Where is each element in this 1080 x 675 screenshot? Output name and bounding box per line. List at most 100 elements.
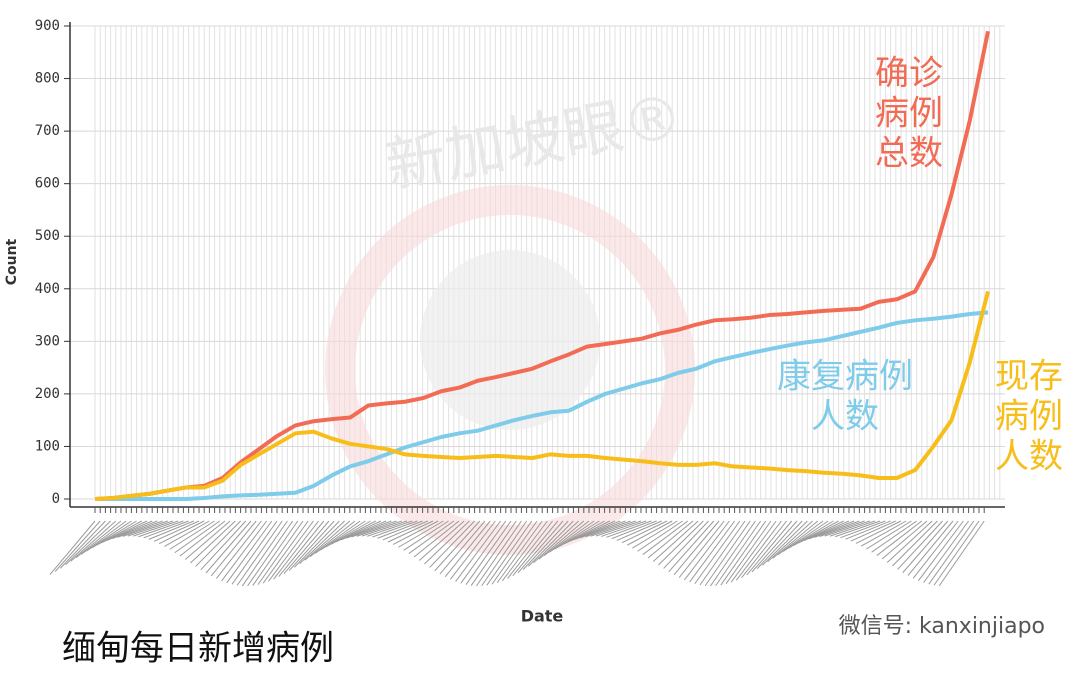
x-tick-scribble xyxy=(517,520,564,574)
x-tick-scribble xyxy=(845,520,891,540)
x-tick-scribble xyxy=(741,520,787,579)
series-line xyxy=(95,310,989,501)
x-tick-scribble xyxy=(611,520,657,540)
x-tick-scribble xyxy=(928,520,975,585)
x-tick-scribble xyxy=(699,520,746,586)
x-tick-scribble xyxy=(855,520,902,544)
x-tick-scribble xyxy=(543,520,590,557)
x-tick-scribble xyxy=(465,520,512,585)
x-tick-scribble xyxy=(528,520,574,567)
x-tick-scribble xyxy=(398,520,444,548)
y-tick-label: 300 xyxy=(35,333,60,349)
x-tick-scribble xyxy=(153,520,200,542)
x-tick-scribble xyxy=(533,520,579,564)
x-tick-scribble xyxy=(231,520,278,585)
x-tick-scribble xyxy=(881,520,928,560)
x-tick-scribble xyxy=(502,520,548,582)
x-tick-scribble xyxy=(507,520,553,579)
x-tick-scribble xyxy=(387,520,434,543)
x-tick-scribble xyxy=(886,520,933,563)
x-tick-scribble xyxy=(236,520,283,586)
x-tick-scribble xyxy=(439,520,486,575)
x-tick-scribble xyxy=(267,520,314,582)
x-tick-scribble xyxy=(49,520,96,575)
x-tick-scribble xyxy=(257,520,304,585)
x-tick-scribble xyxy=(216,520,262,579)
x-tick-scribble xyxy=(65,520,111,566)
x-tick-scribble xyxy=(850,520,897,542)
x-tick-scribble xyxy=(278,520,325,577)
x-tick-scribble xyxy=(392,520,439,545)
x-tick-scribble xyxy=(418,520,465,561)
x-tick-scribble xyxy=(273,520,319,580)
x-tick-scribble xyxy=(112,520,158,540)
x-tick-scribble xyxy=(595,520,642,537)
x-tick-scribble xyxy=(658,520,704,566)
x-tick-scribble xyxy=(725,520,772,585)
series-annotation: 病例 xyxy=(995,397,1063,437)
x-tick-scribble xyxy=(481,520,528,587)
x-tick-scribble xyxy=(918,520,964,581)
x-tick-scribble xyxy=(367,520,413,537)
x-tick-scribble xyxy=(642,520,689,555)
x-tick-scribble xyxy=(860,520,907,547)
x-tick-scribble xyxy=(736,520,782,581)
x-tick-scribble xyxy=(107,520,153,541)
x-tick-scribble xyxy=(704,520,751,587)
x-tick-scribble xyxy=(372,520,418,538)
x-tick-scribble xyxy=(351,520,397,538)
x-tick-scribble xyxy=(200,520,247,571)
watermark-logo xyxy=(325,185,695,555)
chart-title: 缅甸每日新增病例 xyxy=(62,629,334,669)
x-tick-scribble xyxy=(403,520,449,551)
x-tick-scribble xyxy=(678,520,725,578)
x-tick-scribble xyxy=(538,520,585,560)
x-tick-scribble xyxy=(158,520,205,545)
series-annotation: 确诊 xyxy=(875,54,943,94)
series-annotation: 总数 xyxy=(875,134,943,174)
x-axis-label: Date xyxy=(521,607,564,626)
x-tick-scribble xyxy=(382,520,428,541)
x-tick-scribble xyxy=(304,520,351,561)
x-tick-scribble xyxy=(829,520,876,537)
x-tick-scribble xyxy=(195,520,241,567)
y-tick-label: 800 xyxy=(35,71,60,87)
x-tick-scribble xyxy=(866,520,912,550)
x-tick-scribble xyxy=(580,520,626,539)
x-tick-scribble xyxy=(902,520,949,573)
y-tick-label: 200 xyxy=(35,386,60,402)
x-tick-scribble xyxy=(460,520,507,584)
x-tick-scribble xyxy=(174,520,221,554)
y-tick-label: 600 xyxy=(35,176,60,192)
y-tick-label: 900 xyxy=(35,18,60,34)
x-tick-scribble xyxy=(164,520,210,547)
x-tick-scribble xyxy=(54,520,101,572)
x-tick-scribble xyxy=(133,520,179,537)
x-tick-scribble xyxy=(470,520,517,586)
x-tick-scribble xyxy=(840,520,886,539)
x-tick-scribble xyxy=(835,520,881,538)
x-tick-scribble xyxy=(652,520,699,562)
x-tick-scribble xyxy=(413,520,460,558)
x-tick-scribble xyxy=(647,520,694,559)
x-tick-scribble xyxy=(377,520,423,539)
x-tick-scribble xyxy=(767,520,813,563)
x-tick-scribble xyxy=(871,520,917,553)
x-tick-scribble xyxy=(341,520,387,541)
x-tick-scribble xyxy=(444,520,491,578)
x-tick-scribble xyxy=(730,520,777,583)
x-tick-scribble xyxy=(762,520,808,566)
y-tick-label: 700 xyxy=(35,123,60,139)
x-tick-scribble xyxy=(450,520,496,580)
series-line xyxy=(94,290,990,501)
series-annotation: 人数 xyxy=(811,397,879,437)
x-tick-scribble xyxy=(626,520,673,546)
x-tick-scribble xyxy=(933,520,980,586)
y-tick-label: 0 xyxy=(52,491,60,507)
x-tick-scribble xyxy=(814,520,860,538)
x-tick-scribble xyxy=(221,520,267,582)
x-tick-scribble xyxy=(346,520,392,539)
x-tick-scribble xyxy=(226,520,273,584)
x-tick-scribble xyxy=(138,520,184,538)
